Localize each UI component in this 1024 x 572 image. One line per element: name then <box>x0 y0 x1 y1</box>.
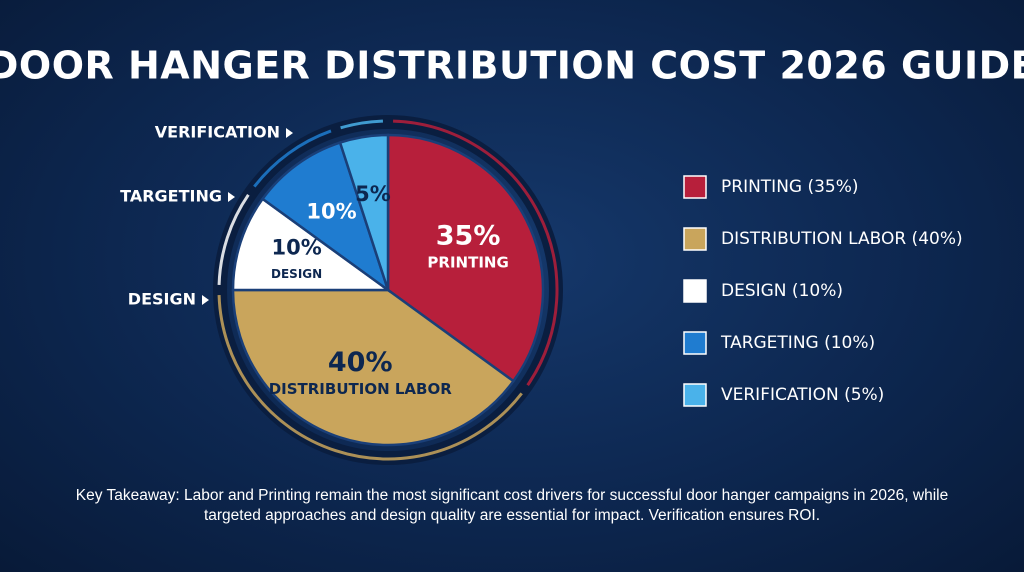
slice-value-label: 5% <box>355 182 391 206</box>
label-arrow <box>228 192 235 202</box>
slice-name-label: PRINTING <box>427 254 508 272</box>
pie-slice <box>338 133 390 291</box>
ring-arc <box>217 295 523 461</box>
pie-slice <box>260 141 391 294</box>
slice-name-label: DESIGN <box>271 267 322 281</box>
pie-slice <box>231 288 516 447</box>
legend-label: DISTRIBUTION LABOR (40%) <box>721 229 963 249</box>
legend-swatch <box>683 175 707 199</box>
slice-value-label: 10% <box>271 235 321 259</box>
slice-value-label: 40% <box>328 347 393 378</box>
label-arrow <box>202 295 209 305</box>
legend-swatch <box>683 331 707 355</box>
legend-swatch <box>683 227 707 251</box>
outside-label: TARGETING <box>120 187 222 206</box>
legend-label: VERIFICATION (5%) <box>721 385 884 405</box>
label-arrow <box>286 128 293 138</box>
ring-arc <box>253 129 332 188</box>
slice-name-label: DISTRIBUTION LABOR <box>269 380 453 398</box>
key-takeaway: Key Takeaway: Labor and Printing remain … <box>75 487 949 524</box>
legend-label: PRINTING (35%) <box>721 177 859 197</box>
ring-arc <box>393 119 559 387</box>
outside-label: VERIFICATION <box>155 123 280 142</box>
ring-arc <box>217 193 250 285</box>
slice-value-label: 35% <box>436 221 501 252</box>
legend-swatch <box>683 383 707 407</box>
chart-title: DOOR HANGER DISTRIBUTION COST 2026 GUIDE <box>0 44 1024 88</box>
legend-label: TARGETING (10%) <box>720 333 875 353</box>
legend-swatch <box>683 279 707 303</box>
outside-label: DESIGN <box>128 290 196 309</box>
ring-arc <box>340 119 383 130</box>
legend-label: DESIGN (10%) <box>721 281 843 301</box>
pie-slice <box>386 133 545 383</box>
slice-value-label: 10% <box>306 199 356 223</box>
pie-slice <box>231 197 392 292</box>
